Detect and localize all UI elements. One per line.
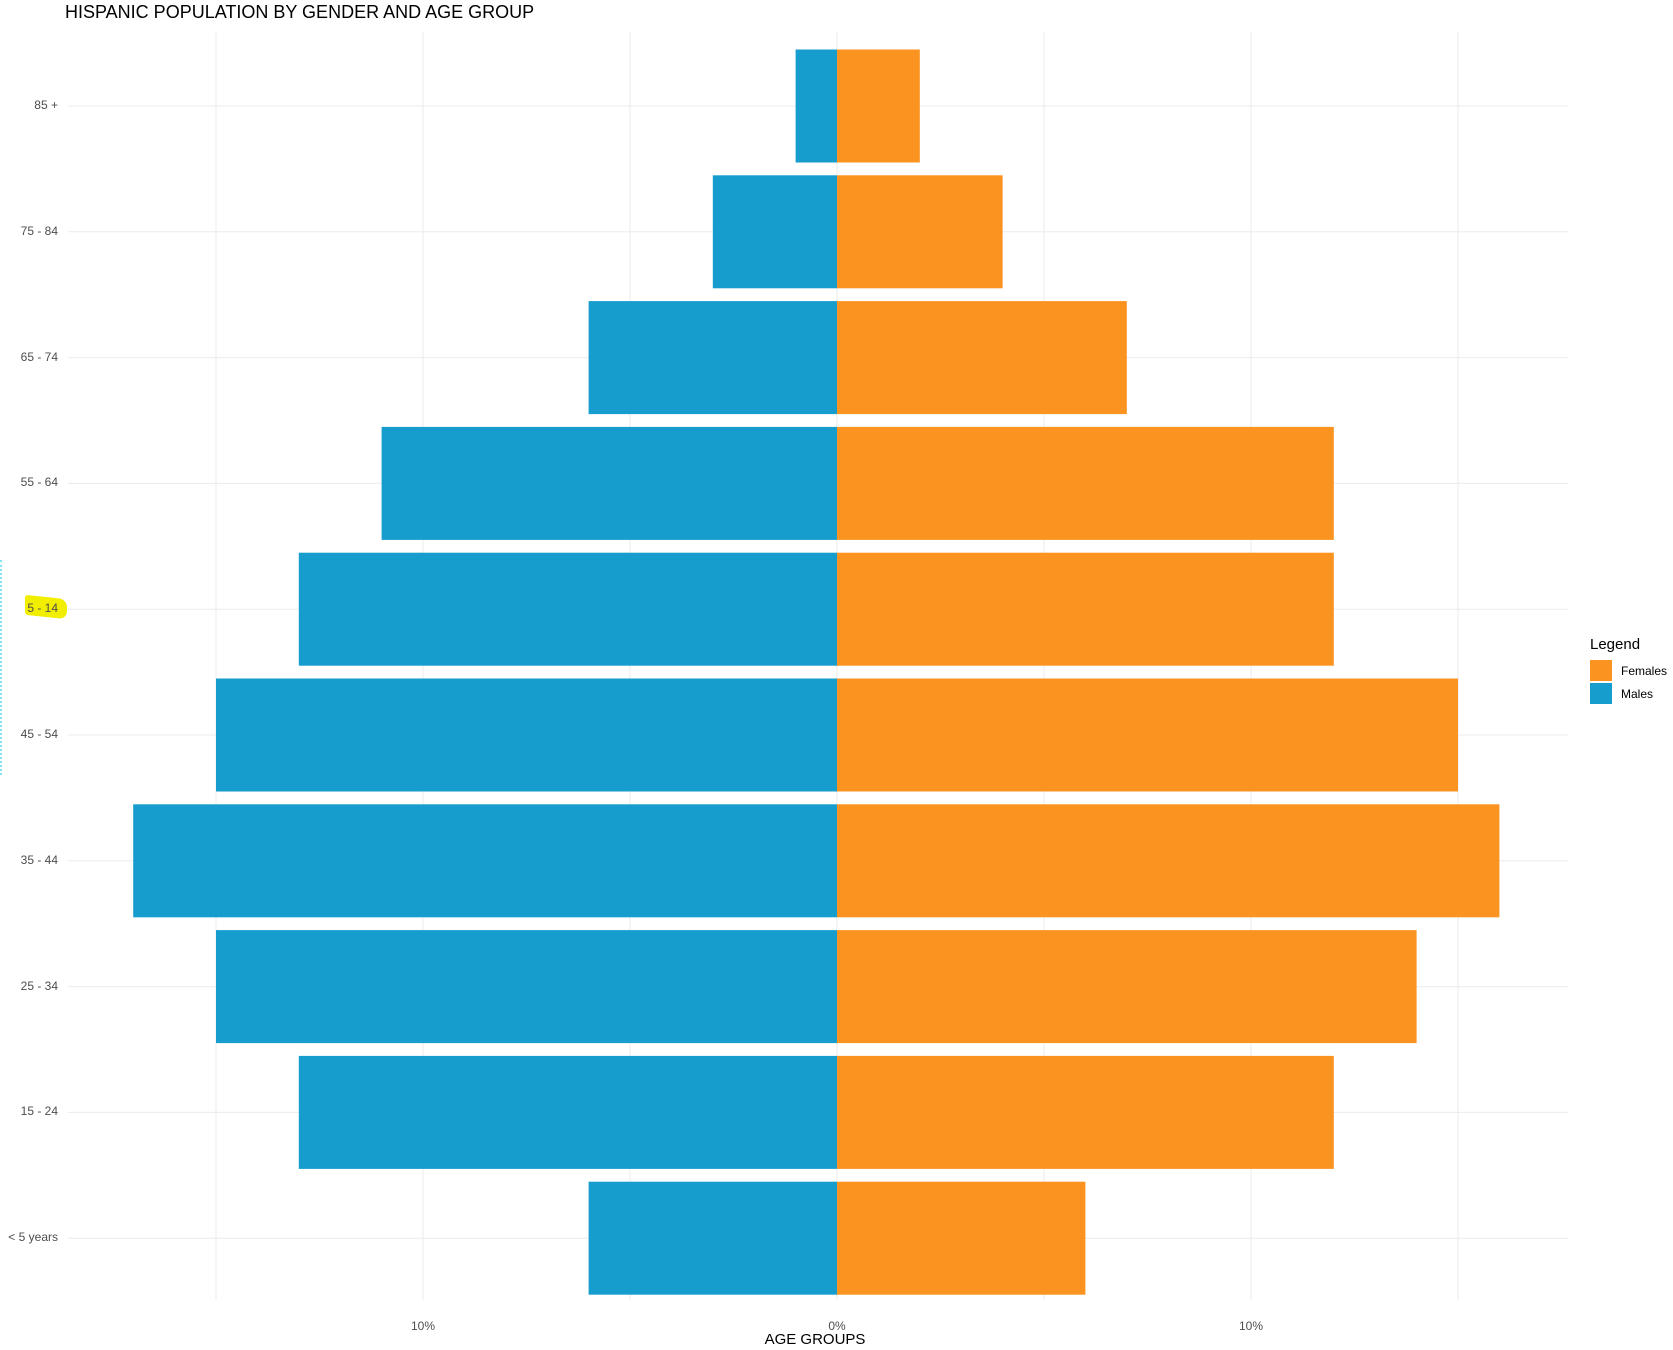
females-bar — [837, 1055, 1334, 1169]
y-tick-label: 25 - 34 — [20, 978, 58, 993]
males-bar — [216, 678, 837, 792]
y-tick-label: 45 - 54 — [20, 727, 58, 741]
legend-item-females: Females — [1590, 659, 1667, 682]
females-bar — [837, 1181, 1086, 1295]
y-tick-label: 5 - 14 — [27, 601, 58, 616]
x-tick-label: 10% — [1238, 1319, 1264, 1333]
y-tick-label: 35 - 44 — [20, 852, 58, 867]
y-tick-label: < 5 years — [8, 1230, 58, 1245]
males-bar — [216, 930, 837, 1044]
females-bar — [837, 426, 1334, 540]
y-tick-label: 55 - 64 — [20, 475, 58, 490]
females-bar — [837, 301, 1127, 415]
y-tick-label: 65 - 74 — [20, 349, 58, 364]
males-bar — [588, 1181, 837, 1295]
x-tick-label: 0% — [828, 1319, 846, 1333]
x-tick-label: 10% — [410, 1319, 436, 1333]
legend-item-males: Males — [1590, 682, 1667, 705]
females-bar — [837, 678, 1458, 792]
bars — [133, 49, 1500, 1295]
y-tick-label: 85 + — [34, 98, 58, 112]
y-tick-label: 75 - 84 — [20, 223, 58, 238]
females-bar — [837, 552, 1334, 666]
males-bar — [298, 552, 837, 666]
x-axis-title: AGE GROUPS — [764, 1331, 866, 1348]
males-bar — [381, 426, 837, 540]
legend-title: Legend — [1590, 636, 1641, 653]
females-bar — [837, 930, 1417, 1044]
males-bar — [588, 301, 837, 415]
females-bar — [837, 49, 920, 163]
y-axis-title-cropped — [0, 560, 6, 775]
females-swatch — [1590, 660, 1612, 681]
chart-title: HISPANIC POPULATION BY GENDER AND AGE GR… — [65, 2, 535, 22]
males-swatch — [1590, 683, 1612, 704]
males-bar — [298, 1055, 837, 1169]
males-bar — [795, 49, 837, 163]
males-bar — [133, 804, 837, 918]
females-bar — [837, 804, 1500, 918]
males-bar — [712, 175, 837, 289]
y-tick-label: 15 - 24 — [20, 1104, 58, 1119]
females-bar — [837, 175, 1003, 289]
legend: Legend Females Males — [1590, 636, 1667, 705]
